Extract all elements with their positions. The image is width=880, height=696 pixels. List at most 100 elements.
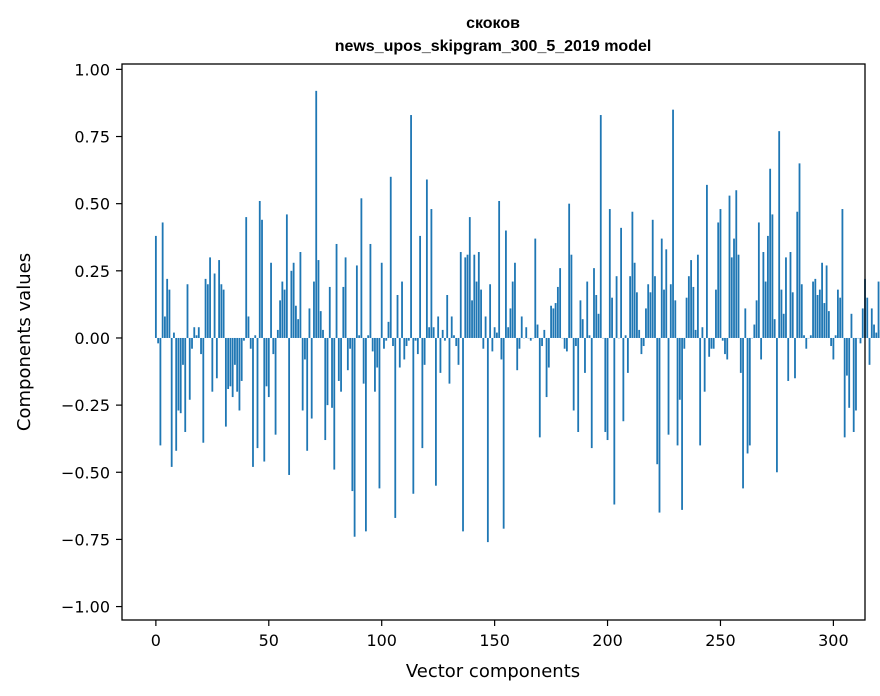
bar-141 [473,254,476,338]
bar-67 [306,337,309,451]
bar-142 [475,281,478,338]
x-tick-label-0: 0 [151,631,161,650]
bar-284 [796,211,799,338]
bar-265 [753,324,756,338]
bar-155 [505,230,507,338]
bar-297 [825,265,828,338]
bar-100 [380,262,383,338]
bar-202 [611,297,613,338]
bar-78 [331,337,333,408]
bar-296 [823,303,826,338]
bar-84 [344,257,347,338]
bar-73 [319,311,322,338]
x-tick-label-1: 50 [259,631,279,650]
bar-219 [649,292,652,338]
bar-49 [265,337,268,387]
bar-3 [161,222,164,338]
plot-frame [121,63,866,621]
bar-10 [177,337,180,411]
bar-116 [416,337,419,355]
bar-53 [274,337,277,435]
bar-243 [703,337,706,392]
bar-274 [773,319,776,338]
x-axis-label: Vector components [406,661,580,682]
bar-44 [254,335,257,338]
bar-236 [687,276,690,338]
bar-283 [794,337,796,379]
bar-258 [737,254,740,338]
bar-291 [812,281,814,338]
bar-257 [735,190,738,338]
x-tick-label-2: 100 [366,631,397,650]
bar-308 [850,313,853,338]
bar-80 [335,243,338,338]
bar-45 [256,337,259,449]
bar-94 [367,335,370,338]
bar-306 [846,337,848,376]
bar-206 [620,227,623,338]
bar-37 [238,337,241,411]
bar-191 [586,281,589,338]
bar-30 [222,289,225,338]
bar-201 [608,209,611,338]
bar-92 [362,337,365,384]
bar-46 [258,200,261,338]
bar-255 [730,257,733,338]
bar-82 [340,337,342,392]
bar-71 [315,90,318,338]
bar-117 [419,235,422,338]
bar-203 [613,337,616,505]
bar-317 [870,308,873,338]
bar-146 [484,316,487,338]
bar-111 [405,337,408,347]
bar-26 [213,273,216,338]
bar-238 [692,286,695,338]
bar-319 [875,332,878,338]
y-axis-label: Components values [14,253,35,431]
y-tick-label-6: −0.50 [61,463,110,482]
bar-157 [509,308,512,338]
bar-9 [175,337,178,451]
bar-115 [414,337,417,341]
bar-210 [629,276,632,338]
bar-69 [310,337,313,419]
bar-15 [188,337,191,400]
bar-190 [584,337,586,373]
bar-286 [800,284,803,338]
chart-title: скоков [466,15,520,32]
bar-57 [283,289,286,338]
bar-239 [694,329,697,338]
bar-104 [389,176,392,338]
bar-160 [516,337,519,371]
bar-195 [595,294,598,338]
bar-253 [726,337,729,360]
bar-98 [376,337,379,368]
bar-81 [337,337,340,381]
bar-62 [294,305,297,338]
bar-280 [787,337,790,381]
bar-271 [766,235,769,338]
y-tick-label-2: 0.50 [74,195,110,214]
y-tick-label-0: 1.00 [74,60,110,79]
y-tick-label-3: 0.25 [74,262,110,281]
bar-166 [529,337,532,341]
bar-232 [678,337,681,400]
bar-75 [324,337,327,441]
bar-106 [394,337,397,518]
bar-302 [836,289,839,338]
bar-305 [843,337,846,438]
y-axis: 1.00 0.75 0.50 0.25 0.00 −0.25 −0.50 −0.75 −1.00 [61,60,122,617]
bar-252 [724,337,726,355]
bar-138 [466,254,469,338]
bar-33 [229,337,232,387]
bar-153 [500,337,503,360]
bar-226 [665,249,668,338]
bar-287 [803,335,805,338]
bar-29 [220,284,223,338]
bar-109 [401,281,403,338]
bar-16 [191,337,193,349]
bar-260 [742,337,744,489]
bar-28 [218,260,221,338]
bar-309 [852,337,855,432]
